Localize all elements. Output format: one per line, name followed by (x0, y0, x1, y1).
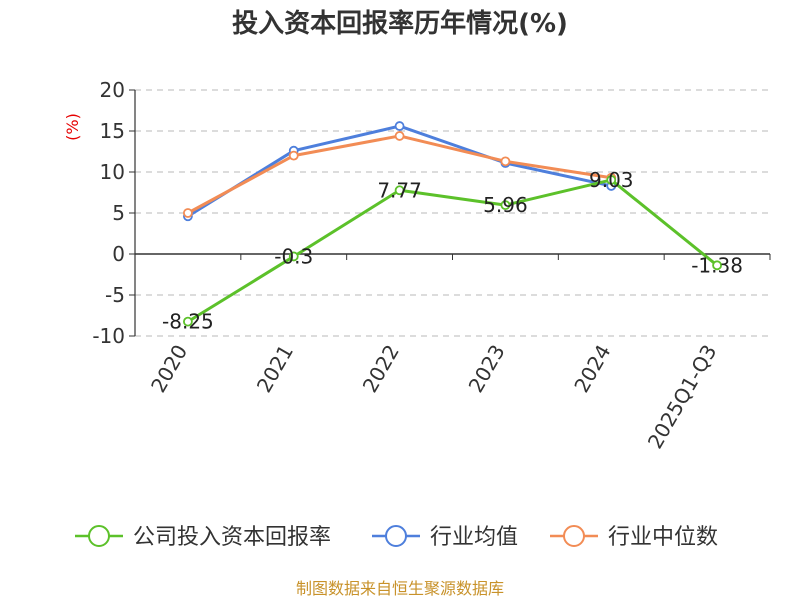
legend: 公司投入资本回报率 行业均值 行业中位数 (75, 525, 718, 550)
x-tick-label: 2021 (252, 341, 298, 397)
data-point (183, 208, 193, 218)
series-line (187, 178, 719, 323)
y-tick-label: -10 (92, 324, 125, 348)
x-tick-label: 2022 (358, 341, 404, 397)
y-tick-label: 15 (100, 119, 125, 143)
data-point (500, 156, 511, 167)
source-note: 制图数据来自恒生聚源数据库 (296, 579, 504, 598)
data-point (394, 185, 405, 196)
legend-marker (385, 525, 407, 547)
data-label: 7.77 (377, 178, 422, 202)
legend-label: 行业均值 (430, 525, 518, 550)
grid (135, 89, 770, 337)
y-tick-label: 10 (100, 160, 125, 184)
data-label: -8.25 (162, 310, 214, 334)
legend-marker (88, 525, 110, 547)
legend-label: 行业中位数 (608, 525, 718, 550)
data-point (288, 150, 299, 161)
data-point (288, 251, 299, 262)
series-lines (183, 121, 722, 327)
data-point (606, 175, 617, 185)
x-tick-label: 2020 (146, 341, 192, 397)
legend-label: 公司投入资本回报率 (133, 525, 331, 550)
data-labels: -8.25 -0.3 7.77 5.96 9.03 -1.38 (162, 168, 743, 334)
chart-title: 投入资本回报率历年情况(%) (232, 8, 568, 39)
axes: 20 15 10 5 0 -5 -10 2020 2021 2022 2023 2024 2025Q1-… (92, 78, 771, 453)
data-label: 9.03 (589, 168, 634, 192)
y-tick-label: -5 (105, 283, 125, 307)
data-label: 5.96 (483, 193, 528, 217)
x-tick-label: 2025Q1-Q3 (643, 341, 722, 453)
y-tick-label: 5 (112, 201, 125, 225)
data-label: -0.3 (274, 244, 313, 268)
data-label: -1.38 (691, 253, 743, 277)
y-tick-label: 0 (112, 242, 125, 266)
legend-marker (563, 525, 585, 547)
y-tick-label: 20 (100, 78, 125, 102)
data-point (712, 260, 722, 271)
data-point (394, 131, 405, 141)
x-tick-label: 2023 (464, 340, 510, 396)
data-point (183, 316, 193, 327)
data-point (500, 200, 511, 211)
x-tick-label: 2024 (569, 341, 615, 397)
y-axis-label: (%) (63, 113, 82, 141)
data-point (394, 121, 405, 131)
